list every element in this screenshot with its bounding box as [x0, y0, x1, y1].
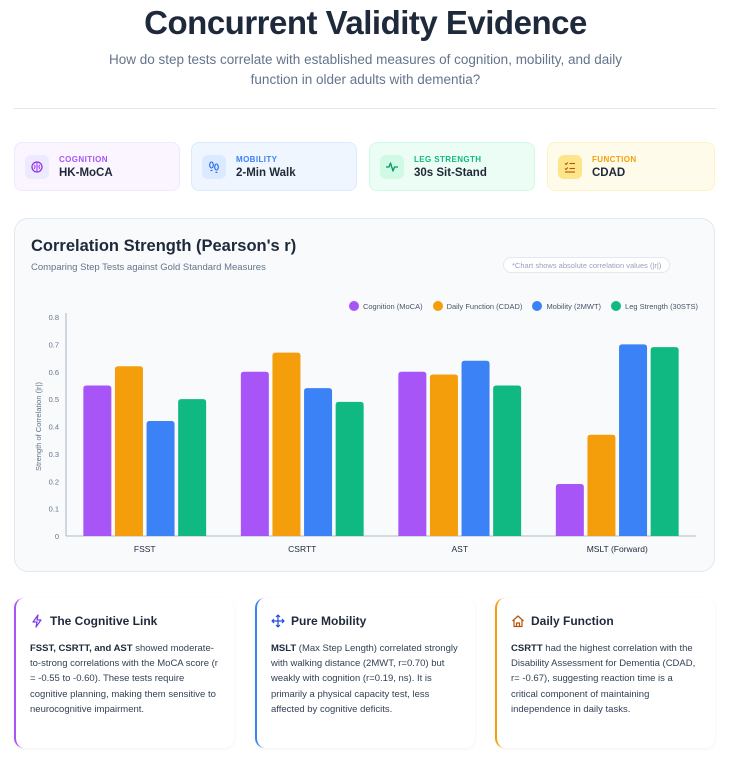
insight-title: The Cognitive Link — [50, 614, 158, 628]
y-tick-label: 0.7 — [49, 340, 59, 349]
page-subtitle: How do step tests correlate with establi… — [108, 52, 622, 87]
category-value: 2-Min Walk — [236, 166, 296, 179]
insight-text: showed moderate-to-strong correlations w… — [30, 643, 218, 715]
x-tick-label: FSST — [134, 544, 156, 554]
insight-bold: CSRTT — [511, 643, 543, 654]
bar — [398, 371, 427, 536]
bar — [619, 344, 648, 536]
bar — [240, 371, 269, 536]
insight-body: MSLT (Max Step Length) correlated strong… — [271, 641, 461, 717]
home-icon — [512, 615, 524, 628]
bar-chart: 0 0.1 0.2 0.3 0.4 0.5 0.6 0.7 0.8 Strength of Cor… — [34, 313, 696, 554]
bar — [555, 483, 584, 536]
y-tick-label: 0.2 — [49, 477, 59, 486]
category-card-leg-strength: LEG STRENGTH 30s Sit-Stand — [369, 142, 535, 191]
chart-subtitle: Comparing Step Tests against Gold Standa… — [31, 262, 266, 273]
y-tick-label: 0.6 — [49, 368, 59, 377]
header-divider — [14, 108, 716, 109]
category-card-function: FUNCTION CDAD — [547, 142, 715, 191]
category-value: 30s Sit-Stand — [414, 166, 487, 179]
category-value: CDAD — [592, 166, 626, 179]
page-title: Concurrent Validity Evidence — [144, 4, 587, 41]
legend-label: Leg Strength (30STS) — [625, 301, 698, 311]
category-label: COGNITION — [59, 154, 108, 164]
brain-circuit-icon — [32, 614, 42, 628]
y-tick-label: 0.3 — [49, 450, 59, 459]
category-label: FUNCTION — [592, 154, 637, 164]
y-tick-label: 0.4 — [49, 423, 59, 432]
insight-card-cognitive-link: The Cognitive Link FSST, CSRTT, and AST … — [14, 598, 234, 748]
bar — [114, 366, 143, 536]
category-value: HK-MoCA — [59, 166, 113, 179]
x-tick-label: CSRTT — [288, 544, 316, 554]
bar — [272, 352, 301, 536]
y-tick-label: 0 — [55, 532, 59, 541]
insight-text: had the highest correlation with the Dis… — [511, 643, 696, 715]
legend-label: Daily Function (CDAD) — [446, 301, 523, 311]
legend-item[interactable]: Cognition (MoCA) — [348, 301, 423, 311]
insight-card-daily-function: Daily Function CSRTT had the highest cor… — [495, 598, 715, 748]
footprints-icon — [202, 154, 226, 179]
legend-label: Cognition (MoCA) — [362, 301, 423, 311]
bar — [429, 374, 458, 536]
insight-bold: FSST, CSRTT, and AST — [30, 643, 133, 654]
legend-swatch — [532, 301, 543, 311]
insight-body: FSST, CSRTT, and AST showed moderate-to-… — [30, 641, 220, 717]
insight-header: Pure Mobility — [271, 614, 461, 628]
checklist-icon — [558, 154, 582, 179]
legend-swatch — [432, 301, 443, 311]
category-label: LEG STRENGTH — [414, 154, 482, 164]
insight-bold: MSLT — [271, 643, 297, 654]
bar — [461, 360, 490, 536]
bar — [650, 347, 679, 536]
legend-item[interactable]: Leg Strength (30STS) — [611, 301, 698, 311]
x-tick-label: MSLT (Forward) — [587, 544, 648, 554]
chart-legend: Cognition (MoCA) Daily Function (CDAD) M… — [348, 301, 698, 311]
insight-header: Daily Function — [511, 614, 701, 628]
insight-text: (Max Step Length) correlated strongly wi… — [271, 643, 458, 715]
bar — [146, 421, 175, 536]
chart-note: *Chart shows absolute correlation values… — [503, 257, 671, 273]
move-icon — [271, 614, 285, 628]
bar — [178, 399, 207, 536]
y-tick-label: 0.1 — [49, 505, 59, 514]
activity-icon — [380, 154, 404, 179]
insight-body: CSRTT had the highest correlation with t… — [511, 641, 701, 717]
bar — [335, 401, 364, 536]
insight-header: The Cognitive Link — [30, 614, 220, 628]
category-label: MOBILITY — [236, 154, 278, 164]
legend-swatch — [611, 301, 622, 311]
y-axis-label: Strength of Correlation (|r|) — [34, 382, 43, 471]
bar — [304, 388, 333, 536]
chart-card: Correlation Strength (Pearson's r) Compa… — [14, 218, 715, 572]
chart-title: Correlation Strength (Pearson's r) — [31, 237, 297, 255]
legend-item[interactable]: Daily Function (CDAD) — [432, 301, 523, 311]
y-tick-label: 0.8 — [49, 313, 59, 322]
bar — [83, 385, 112, 536]
insight-card-pure-mobility: Pure Mobility MSLT (Max Step Length) cor… — [255, 598, 475, 748]
category-card-mobility: MOBILITY 2-Min Walk — [191, 142, 357, 191]
brain-icon — [25, 154, 49, 179]
category-card-cognition: COGNITION HK-MoCA — [14, 142, 180, 191]
insight-title: Daily Function — [531, 614, 614, 628]
legend-item[interactable]: Mobility (2MWT) — [532, 301, 601, 311]
bar — [587, 434, 616, 536]
y-tick-label: 0.5 — [49, 395, 59, 404]
legend-swatch — [348, 301, 359, 311]
legend-label: Mobility (2MWT) — [546, 301, 602, 311]
bar — [493, 385, 522, 536]
insight-title: Pure Mobility — [291, 614, 367, 628]
x-tick-label: AST — [451, 544, 468, 554]
